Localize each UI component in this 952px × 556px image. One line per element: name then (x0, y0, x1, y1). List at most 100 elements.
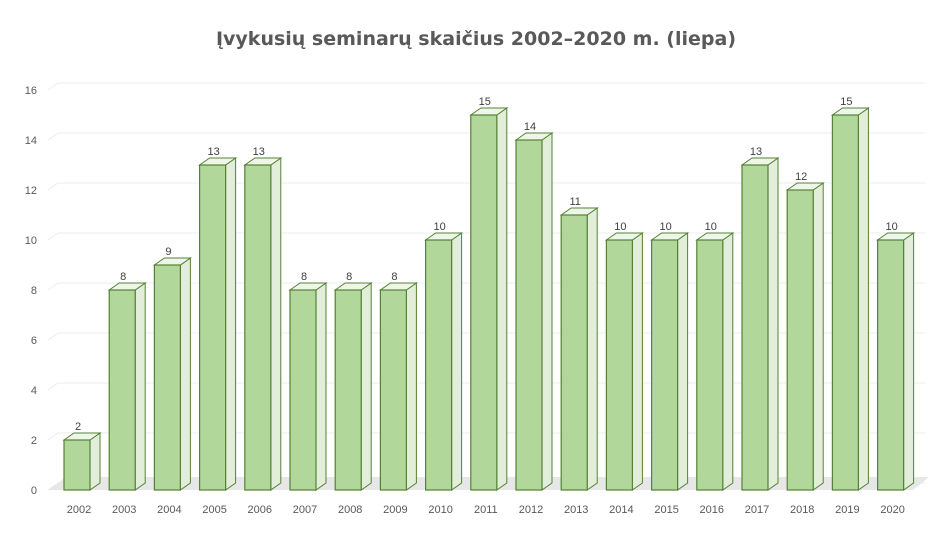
bar-front (741, 164, 769, 491)
bar-2013 (559, 207, 599, 491)
x-tick-label: 2010 (428, 504, 452, 516)
bar-front (470, 114, 498, 491)
bar-front (289, 289, 317, 491)
bar-2010 (424, 232, 464, 491)
data-label: 10 (659, 221, 671, 233)
bar-2015 (650, 232, 690, 491)
bar-side (857, 107, 869, 491)
x-tick-label: 2017 (745, 504, 769, 516)
x-tick-label: 2015 (654, 504, 678, 516)
bar-side (903, 232, 915, 491)
gridline-depth (47, 232, 59, 241)
gridline-depth (47, 282, 59, 291)
gridline-depth (47, 332, 59, 341)
gridline-depth (47, 182, 59, 191)
chart-title: Įvykusių seminarų skaičius 2002–2020 m. … (215, 28, 737, 50)
y-tick-label: 14 (25, 135, 37, 147)
bar-2016 (695, 232, 735, 491)
bar-2004 (152, 257, 192, 491)
bar-front (650, 239, 679, 491)
x-tick-label: 2011 (474, 504, 498, 516)
data-label: 8 (120, 271, 126, 283)
bar-2020 (876, 232, 916, 491)
data-label: 2 (75, 421, 81, 433)
data-label: 8 (346, 271, 352, 283)
gridline-depth (47, 132, 59, 141)
bar-side (134, 282, 146, 491)
y-axis: 0 2 4 6 8 10 12 14 16 (25, 85, 37, 497)
data-label: 10 (705, 221, 717, 233)
bars-layer: 2 8 9 13 13 8 8 8 10 15 14 11 10 10 10 13 12 15 10 (62, 96, 916, 491)
x-tick-label: 2019 (835, 504, 859, 516)
y-tick-label: 2 (31, 435, 37, 447)
y-tick-label: 4 (31, 385, 37, 397)
bar-front (63, 439, 91, 491)
bar-front (199, 164, 227, 491)
bar-front (696, 239, 724, 491)
bar-2006 (243, 157, 283, 491)
bar-front (425, 239, 453, 491)
bar-front (379, 289, 407, 491)
x-tick-label: 2003 (112, 504, 136, 516)
bar-2008 (333, 282, 373, 491)
data-label: 13 (253, 146, 265, 158)
data-label: 13 (750, 146, 762, 158)
bar-side (225, 157, 237, 491)
x-tick-label: 2012 (519, 504, 543, 516)
bar-side (179, 257, 191, 491)
x-tick-label: 2006 (248, 504, 272, 516)
data-label: 10 (885, 221, 897, 233)
data-label: 8 (391, 271, 397, 283)
bar-side (541, 132, 553, 491)
bar-2011 (469, 107, 509, 491)
bar-2012 (514, 132, 554, 491)
bar-side (496, 107, 508, 491)
bar-side (270, 157, 282, 491)
bar-side (89, 432, 101, 491)
bar-front (108, 289, 136, 491)
bar-side (812, 182, 824, 491)
bar-front (244, 164, 272, 491)
bar-front (786, 189, 814, 491)
y-tick-label: 6 (31, 335, 37, 347)
y-tick-label: 12 (25, 185, 37, 197)
bar-front (334, 289, 362, 491)
bar-front (560, 214, 588, 491)
gridline-depth (47, 432, 59, 441)
bar-side (451, 232, 463, 491)
y-tick-label: 8 (31, 285, 37, 297)
bar-2005 (198, 157, 238, 491)
bar-side (767, 157, 779, 491)
data-label: 15 (840, 96, 852, 108)
x-tick-label: 2016 (700, 504, 724, 516)
bar-side (631, 232, 643, 491)
y-tick-label: 16 (25, 85, 37, 97)
bar-side (586, 207, 598, 491)
x-tick-label: 2004 (157, 504, 181, 516)
bar-front (876, 239, 905, 491)
bar-front (831, 114, 860, 491)
bar-side (677, 232, 689, 491)
data-label: 12 (795, 171, 807, 183)
data-label: 15 (479, 96, 491, 108)
x-tick-label: 2013 (564, 504, 588, 516)
bar-2009 (378, 282, 418, 491)
data-label: 10 (433, 221, 445, 233)
gridline-depth (47, 382, 59, 391)
x-tick-label: 2018 (790, 504, 814, 516)
y-tick-label: 10 (25, 235, 37, 247)
data-label: 11 (569, 196, 580, 208)
bar-2017 (740, 157, 780, 491)
bar-2014 (604, 232, 644, 491)
data-label: 9 (165, 246, 171, 258)
bar-side (360, 282, 372, 491)
bar-side (722, 232, 734, 491)
gridline-depth (47, 82, 59, 91)
x-tick-label: 2007 (293, 504, 317, 516)
x-axis: 2002 2003 2004 2005 2006 2007 2008 2009 2010 2011… (67, 504, 905, 516)
bar-2003 (107, 282, 147, 491)
bar-side (405, 282, 417, 491)
data-label: 14 (524, 121, 536, 133)
